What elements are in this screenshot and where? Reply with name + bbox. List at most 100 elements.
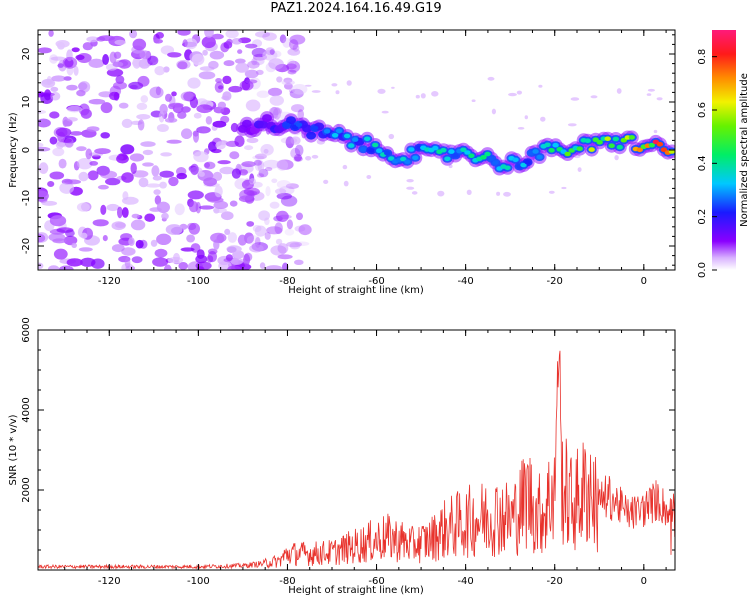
- signal-core: [364, 136, 371, 142]
- noise-blob: [290, 147, 301, 159]
- noise-blob: [266, 226, 283, 235]
- noise-blob: [276, 76, 283, 83]
- noise-blob: [290, 136, 301, 145]
- noise-blob: [293, 156, 303, 162]
- noise-blob: [265, 265, 283, 270]
- noise-blob: [213, 207, 220, 214]
- noise-speck: [540, 116, 546, 122]
- noise-blob: [210, 232, 227, 243]
- noise-blob: [156, 124, 169, 132]
- noise-blob: [147, 55, 159, 66]
- signal-core: [596, 140, 603, 145]
- noise-blob: [130, 162, 137, 174]
- noise-speck: [538, 84, 543, 88]
- noise-speck: [391, 86, 395, 89]
- noise-blob: [102, 235, 108, 242]
- noise-blob: [75, 54, 85, 61]
- signal-core: [520, 162, 527, 168]
- noise-blob: [282, 37, 292, 48]
- noise-blob: [158, 111, 165, 123]
- noise-blob: [254, 225, 267, 237]
- noise-speck: [388, 133, 395, 140]
- noise-blob: [202, 104, 211, 110]
- x-tick-label: 0: [641, 576, 647, 587]
- noise-blob: [52, 147, 65, 157]
- signal-core: [484, 151, 491, 157]
- noise-blob: [92, 219, 109, 227]
- noise-blob: [100, 204, 107, 215]
- noise-blob: [153, 39, 163, 44]
- noise-blob: [129, 153, 145, 162]
- noise-blob: [297, 109, 305, 120]
- spectrogram-heatmap: [38, 30, 675, 270]
- signal-band: [258, 120, 268, 129]
- noise-blob: [222, 75, 232, 85]
- x-tick-label: -100: [187, 276, 210, 287]
- noise-blob: [287, 69, 297, 75]
- noise-speck: [305, 84, 312, 87]
- noise-speck: [561, 186, 567, 190]
- noise-blob: [66, 258, 83, 267]
- noise-speck: [471, 99, 476, 102]
- noise-blob: [286, 219, 293, 230]
- signal-core: [656, 141, 664, 147]
- noise-speck: [614, 155, 619, 161]
- noise-blob: [66, 84, 78, 91]
- noise-blob: [76, 89, 86, 97]
- noise-blob: [241, 161, 256, 168]
- noise-speck: [331, 83, 338, 87]
- noise-blob: [97, 184, 109, 190]
- noise-blob: [243, 187, 260, 196]
- noise-blob: [209, 50, 225, 60]
- noise-blob: [48, 265, 60, 270]
- noise-blob: [155, 32, 164, 39]
- noise-blob: [140, 141, 156, 147]
- noise-blob: [78, 247, 93, 252]
- noise-blob: [268, 58, 284, 70]
- noise-blob: [269, 107, 283, 116]
- noise-blob: [122, 191, 129, 201]
- noise-blob: [114, 39, 126, 46]
- snr-frame: [37, 329, 676, 571]
- noise-blob: [73, 65, 79, 76]
- noise-blob: [138, 177, 149, 188]
- noise-blob: [88, 58, 105, 68]
- noise-blob: [66, 105, 83, 113]
- y-tick-label: 4000: [21, 397, 32, 422]
- noise-blob: [168, 176, 179, 187]
- noise-blob: [229, 151, 240, 160]
- snr-series-line: [38, 350, 675, 570]
- noise-blob: [177, 111, 187, 119]
- noise-blob: [224, 228, 231, 235]
- noise-speck: [343, 180, 349, 187]
- noise-blob: [105, 177, 121, 186]
- signal-core: [348, 143, 355, 148]
- noise-blob: [38, 142, 44, 148]
- noise-speck: [311, 90, 321, 93]
- y-tick-label: 10: [21, 96, 32, 109]
- signal-core: [648, 142, 655, 148]
- noise-blob: [225, 30, 239, 39]
- noise-blob: [137, 119, 145, 131]
- noise-blob: [182, 39, 188, 48]
- noise-blob: [41, 200, 58, 206]
- x-tick-label: -100: [187, 576, 210, 587]
- noise-speck: [415, 94, 420, 99]
- noise-blob: [277, 243, 289, 254]
- x-tick-label: -60: [368, 576, 384, 587]
- noise-blob: [193, 112, 202, 119]
- noise-blob: [160, 152, 173, 157]
- snr-panel: -120 -100 -80 -60 -40 -20 0 2000 4000 6000 Heigh…: [8, 317, 676, 596]
- signal-core: [372, 142, 379, 148]
- signal-core: [343, 133, 351, 139]
- noise-blob: [256, 173, 265, 178]
- signal-core: [464, 150, 471, 155]
- noise-blob: [38, 262, 44, 269]
- signal-core: [480, 155, 487, 160]
- noise-speck: [496, 191, 501, 196]
- noise-blob: [38, 162, 49, 174]
- noise-blob: [249, 178, 256, 185]
- noise-blob: [80, 232, 88, 239]
- signal-core: [444, 156, 451, 162]
- noise-speck: [406, 179, 414, 183]
